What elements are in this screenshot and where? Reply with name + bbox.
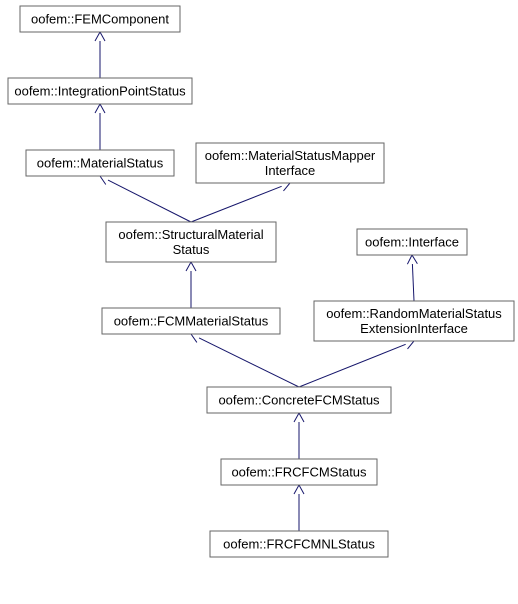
arrowhead-icon [294, 485, 304, 494]
edges-group [95, 32, 417, 531]
class-node-frc[interactable]: oofem::FRCFCMStatus [221, 459, 377, 485]
class-node-label: Interface [265, 163, 316, 178]
class-node-rmsi[interactable]: oofem::RandomMaterialStatusExtensionInte… [314, 301, 514, 341]
class-node-ips[interactable]: oofem::IntegrationPointStatus [8, 78, 192, 104]
arrowhead-icon [95, 104, 105, 113]
class-node-label: ExtensionInterface [360, 321, 468, 336]
class-node-label: oofem::ConcreteFCMStatus [218, 392, 380, 407]
class-node-if[interactable]: oofem::Interface [357, 229, 467, 255]
class-node-label: oofem::FCMMaterialStatus [114, 313, 269, 328]
class-node-sms[interactable]: oofem::StructuralMaterialStatus [106, 222, 276, 262]
class-node-fcm[interactable]: oofem::FCMMaterialStatus [102, 308, 280, 334]
arrowhead-icon [294, 413, 304, 422]
inheritance-edge [191, 186, 282, 222]
class-node-label: oofem::IntegrationPointStatus [14, 83, 186, 98]
inheritance-edge [299, 344, 406, 387]
arrowhead-icon [186, 262, 196, 271]
inheritance-diagram: oofem::FEMComponentoofem::IntegrationPoi… [0, 0, 518, 604]
class-node-label: oofem::RandomMaterialStatus [326, 306, 502, 321]
class-node-frcn[interactable]: oofem::FRCFCMNLStatus [210, 531, 388, 557]
class-node-cfcm[interactable]: oofem::ConcreteFCMStatus [207, 387, 391, 413]
class-node-label: oofem::Interface [365, 234, 459, 249]
arrowhead-icon [407, 255, 417, 264]
class-node-label: oofem::StructuralMaterial [118, 227, 263, 242]
class-node-label: oofem::MaterialStatus [37, 155, 164, 170]
nodes-group: oofem::FEMComponentoofem::IntegrationPoi… [8, 6, 514, 557]
class-node-msmi[interactable]: oofem::MaterialStatusMapperInterface [196, 143, 384, 183]
class-node-label: oofem::FRCFCMStatus [231, 464, 367, 479]
arrowhead-icon [95, 32, 105, 41]
inheritance-edge [412, 264, 414, 301]
class-node-label: Status [173, 242, 210, 257]
class-node-fem[interactable]: oofem::FEMComponent [20, 6, 180, 32]
class-node-label: oofem::FEMComponent [31, 11, 169, 26]
class-node-label: oofem::MaterialStatusMapper [205, 148, 376, 163]
inheritance-edge [108, 180, 191, 222]
class-node-ms[interactable]: oofem::MaterialStatus [26, 150, 174, 176]
inheritance-edge [199, 338, 299, 387]
class-node-label: oofem::FRCFCMNLStatus [223, 536, 375, 551]
